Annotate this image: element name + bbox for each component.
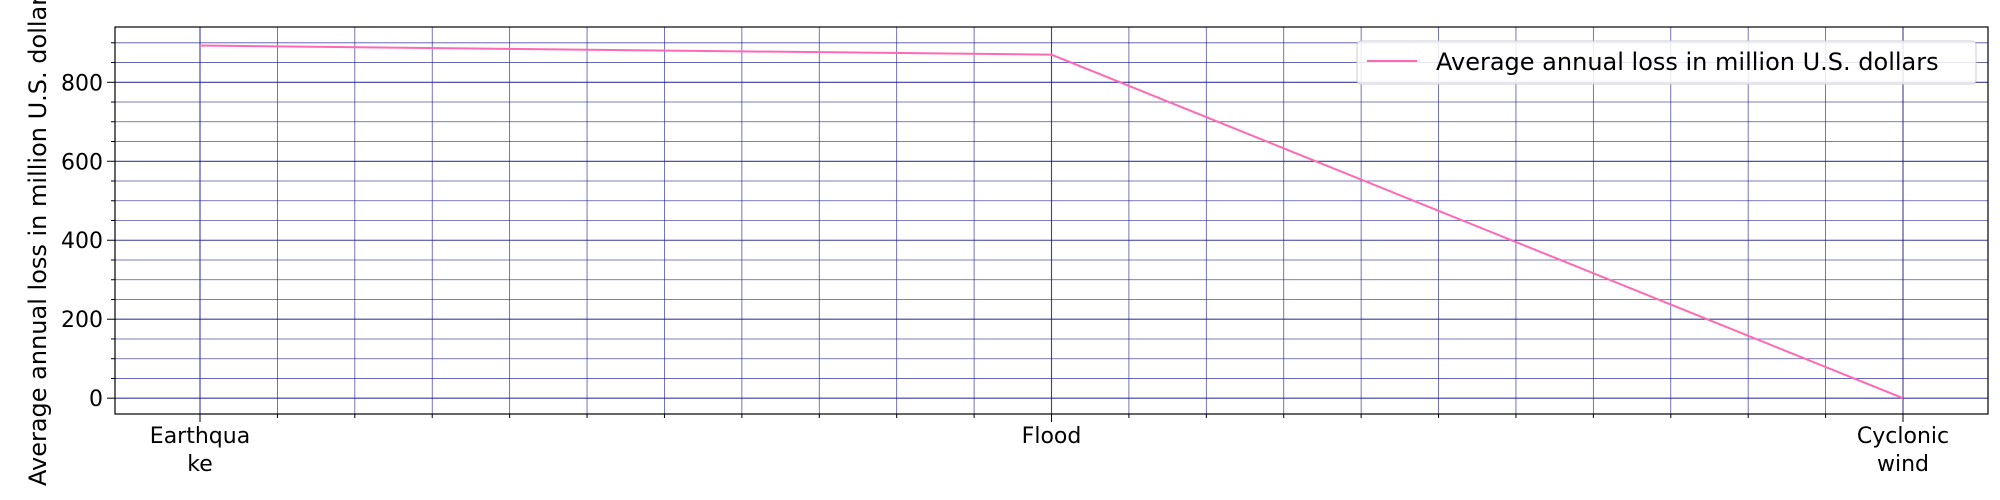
- y-tick-label: 600: [61, 150, 103, 175]
- y-tick-label: 800: [61, 71, 103, 96]
- x-tick-label: Earthqua ke: [150, 424, 250, 477]
- legend-entry-label: Average annual loss in million U.S. doll…: [1436, 48, 1939, 76]
- y-tick-label: 200: [61, 308, 103, 333]
- legend: Average annual loss in million U.S. doll…: [1356, 40, 1977, 85]
- plot-frame: [114, 26, 1989, 415]
- series-line: [199, 44, 1904, 400]
- legend-box: [1356, 40, 1977, 85]
- y-tick-label: 400: [61, 229, 103, 254]
- x-tick-labels: Earthqua ke Flood Cyclonic wind: [150, 424, 1949, 477]
- y-tick-label: 0: [89, 387, 103, 412]
- axis-ticks: [107, 42, 1904, 422]
- x-tick-label: Flood: [1022, 424, 1082, 449]
- x-tick-label: Cyclonic wind: [1857, 424, 1949, 477]
- y-axis-label: Average annual loss in million U.S. doll…: [24, 0, 52, 486]
- series: [199, 44, 1904, 400]
- y-tick-labels: 0 200 400 600 800: [61, 71, 103, 412]
